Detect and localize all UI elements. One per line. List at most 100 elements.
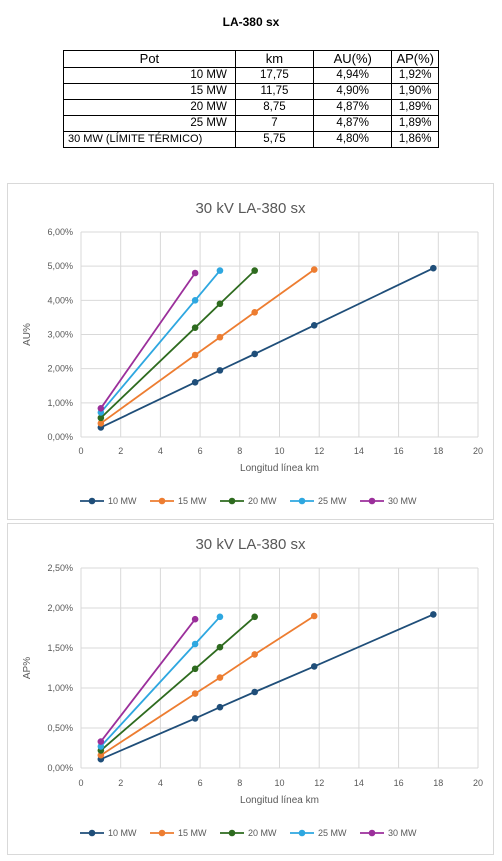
chart-ap-container: 30 kV LA-380 sx 0,00% 0,50% 1,00% 1,50% 2,00%… bbox=[7, 523, 494, 855]
data-point bbox=[191, 351, 199, 359]
cell-ap: 1,86% bbox=[391, 131, 439, 148]
cell-ap: 1,89% bbox=[391, 115, 439, 132]
y-tick-label: 2,00% bbox=[47, 603, 73, 613]
legend-label: 20 MW bbox=[248, 828, 277, 838]
x-tick-label: 10 bbox=[274, 778, 284, 788]
legend-marker bbox=[88, 497, 96, 505]
page-title: LA-380 sx bbox=[222, 15, 280, 29]
series-line bbox=[100, 269, 256, 419]
data-point bbox=[216, 267, 224, 274]
series-line bbox=[100, 613, 434, 761]
series-line bbox=[100, 267, 434, 429]
data-point bbox=[216, 367, 224, 374]
data-point bbox=[216, 643, 224, 651]
cell-pot: 25 MW bbox=[63, 115, 236, 132]
x-tick-label: 4 bbox=[158, 778, 163, 788]
y-tick-label: 4,00% bbox=[47, 295, 73, 305]
x-tick-label: 16 bbox=[394, 778, 404, 788]
x-tick-label: 14 bbox=[354, 446, 364, 456]
y-tick-label: 5,00% bbox=[47, 261, 73, 271]
cell-km: 17,75 bbox=[234, 67, 315, 84]
data-point bbox=[97, 751, 105, 759]
cell-pot: 30 MW (LÍMITE TÉRMICO) bbox=[63, 131, 236, 148]
header-pot: Pot bbox=[63, 50, 236, 68]
cell-au: 4,80% bbox=[313, 131, 393, 148]
x-tick-label: 10 bbox=[274, 446, 284, 456]
legend-marker bbox=[158, 829, 166, 837]
x-tick-label: 6 bbox=[198, 446, 203, 456]
data-point bbox=[251, 688, 258, 696]
data-point bbox=[251, 267, 258, 274]
y-tick-label: 2,00% bbox=[47, 364, 73, 374]
data-point bbox=[191, 640, 199, 648]
legend-marker bbox=[228, 829, 236, 837]
data-point bbox=[191, 665, 199, 673]
x-tick-label: 2 bbox=[118, 778, 123, 788]
x-tick-label: 18 bbox=[433, 778, 443, 788]
data-point bbox=[251, 308, 258, 316]
cell-au: 4,94% bbox=[313, 67, 393, 84]
series-line bbox=[100, 616, 256, 752]
legend-label: 15 MW bbox=[178, 828, 207, 838]
y-tick-label: 0,00% bbox=[47, 432, 73, 442]
header-ap: AP(%) bbox=[391, 50, 439, 68]
series-line bbox=[100, 268, 315, 425]
data-point bbox=[97, 414, 105, 422]
cell-km: 7 bbox=[234, 115, 315, 132]
data-point bbox=[310, 321, 318, 329]
cell-ap: 1,92% bbox=[391, 67, 439, 84]
data-point bbox=[216, 703, 224, 711]
legend-label: 30 MW bbox=[388, 828, 417, 838]
legend-marker bbox=[158, 497, 166, 505]
cell-pot: 10 MW bbox=[63, 67, 236, 84]
legend-label: 10 MW bbox=[108, 828, 137, 838]
cell-pot: 20 MW bbox=[63, 99, 236, 116]
y-tick-label: 0,00% bbox=[47, 763, 73, 773]
data-point bbox=[310, 266, 318, 273]
data-point bbox=[251, 651, 258, 658]
x-tick-label: 6 bbox=[198, 778, 203, 788]
y-tick-label: 2,50% bbox=[47, 563, 73, 573]
legend-marker bbox=[228, 497, 236, 505]
legend-marker bbox=[88, 829, 96, 837]
chart-title: 30 kV LA-380 sx bbox=[195, 536, 306, 553]
series-line bbox=[100, 615, 315, 756]
y-tick-label: 1,00% bbox=[47, 398, 73, 408]
data-point bbox=[97, 743, 105, 750]
chart-title: 30 kV LA-380 sx bbox=[195, 200, 306, 217]
data-point bbox=[191, 715, 199, 722]
table-header-row: Pot km AU(%) AP(%) bbox=[63, 50, 439, 68]
data-point bbox=[216, 674, 224, 681]
y-axis-label: AU% bbox=[22, 323, 33, 346]
x-tick-label: 14 bbox=[354, 778, 364, 788]
x-axis-label: Longitud línea km bbox=[240, 463, 319, 474]
data-point bbox=[430, 611, 437, 618]
data-point bbox=[216, 300, 224, 308]
legend-marker bbox=[368, 829, 376, 837]
x-tick-label: 12 bbox=[314, 778, 324, 788]
data-point bbox=[97, 420, 105, 427]
x-tick-label: 0 bbox=[78, 446, 83, 456]
data-point bbox=[430, 264, 437, 272]
x-tick-label: 0 bbox=[78, 778, 83, 788]
table-row: 20 MW 8,75 4,87% 1,89% bbox=[63, 99, 439, 116]
y-axis-label: AP% bbox=[22, 657, 33, 679]
summary-table: Pot km AU(%) AP(%) 10 MW 17,75 4,94% 1,9… bbox=[63, 50, 439, 148]
series-line bbox=[100, 618, 196, 743]
cell-au: 4,90% bbox=[313, 83, 393, 100]
y-tick-label: 1,00% bbox=[47, 683, 73, 693]
data-point bbox=[216, 613, 224, 621]
legend-marker bbox=[298, 497, 306, 505]
legend-marker bbox=[368, 497, 376, 505]
chart-au-container: 30 kV LA-380 sx 0,00% 1,00% 2,00% 3,00% 4,00%… bbox=[7, 183, 494, 520]
cell-au: 4,87% bbox=[313, 115, 393, 132]
x-tick-label: 2 bbox=[118, 446, 123, 456]
legend-label: 15 MW bbox=[178, 496, 207, 506]
chart-ap: 30 kV LA-380 sx 0,00% 0,50% 1,00% 1,50% 2,00%… bbox=[22, 536, 483, 838]
x-axis-label: Longitud línea km bbox=[240, 795, 319, 806]
x-tick-label: 8 bbox=[237, 446, 242, 456]
data-point bbox=[191, 297, 199, 304]
legend-label: 30 MW bbox=[388, 496, 417, 506]
cell-ap: 1,89% bbox=[391, 99, 439, 116]
chart-au: 30 kV LA-380 sx 0,00% 1,00% 2,00% 3,00% 4,00%… bbox=[22, 200, 483, 506]
